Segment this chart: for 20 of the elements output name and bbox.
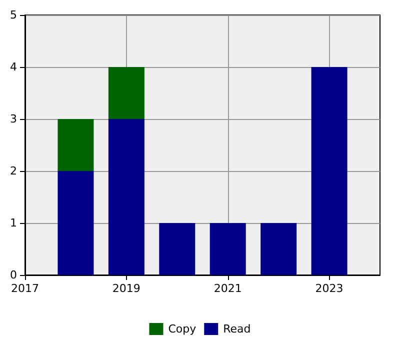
legend-label: Read (223, 322, 251, 336)
y-tick-label: 2 (10, 164, 17, 178)
bar (159, 223, 196, 275)
x-tick-label: 2021 (214, 282, 242, 295)
bar (210, 223, 246, 275)
bar (58, 171, 94, 275)
x-tick-label: 2023 (315, 282, 344, 295)
y-tick-label: 5 (10, 8, 17, 22)
bar (260, 223, 297, 275)
y-tick-label: 4 (10, 60, 17, 74)
bar (108, 119, 144, 275)
bar (311, 67, 348, 275)
x-tick-label: 2019 (112, 282, 140, 295)
x-tick-label: 2017 (11, 282, 39, 295)
legend-label: Copy (168, 322, 197, 336)
y-tick-label: 1 (10, 216, 17, 230)
y-tick-label: 3 (10, 112, 17, 126)
bar (58, 119, 94, 171)
bar (108, 67, 144, 119)
y-tick-label: 0 (10, 268, 17, 282)
